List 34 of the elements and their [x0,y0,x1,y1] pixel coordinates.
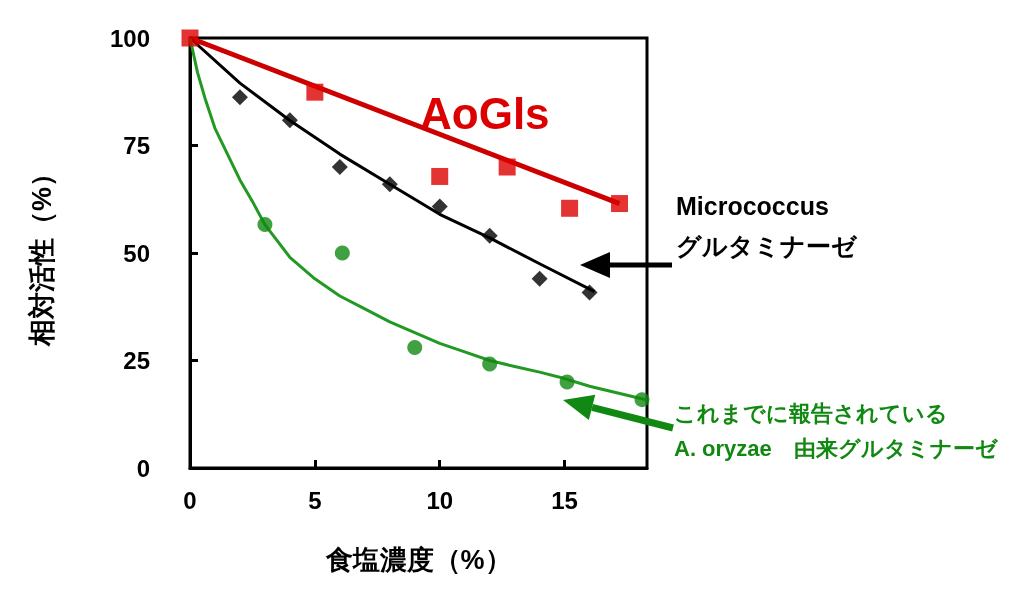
point [334,245,350,261]
point [306,83,324,101]
y-tick-label: 25 [123,347,150,374]
x-tick-label: 5 [308,486,322,514]
point [431,198,448,215]
point [531,270,548,287]
point [381,176,398,193]
x-tick-label: 10 [426,486,454,514]
y-tick-label: 100 [109,24,150,52]
series-label: AoGls [420,88,550,138]
y-tick-label: 75 [123,132,150,159]
text: Micrococcus グルタミナーゼ [676,192,858,260]
point [257,217,273,233]
x-axis-title: 食塩濃度（%） [324,544,512,575]
y-tick-label: 0 [136,454,150,482]
point [181,29,199,47]
x-tick-label: 15 [551,486,578,514]
legend-label: これまでに報告されている A. oryzae 由来グルタミナーゼ [674,401,999,462]
point [331,159,348,175]
point [481,227,498,244]
point [482,356,498,372]
y-tick-label: 50 [123,239,150,267]
point [498,158,516,176]
point [561,199,579,217]
point [559,374,575,390]
point [407,340,423,356]
point [231,89,248,106]
point [431,167,449,185]
x-tick-label: 0 [183,486,197,514]
point [611,195,629,213]
point [634,392,650,408]
point [581,284,598,301]
y-axis-title: 相対活性（%） [26,159,57,348]
point [281,112,298,129]
